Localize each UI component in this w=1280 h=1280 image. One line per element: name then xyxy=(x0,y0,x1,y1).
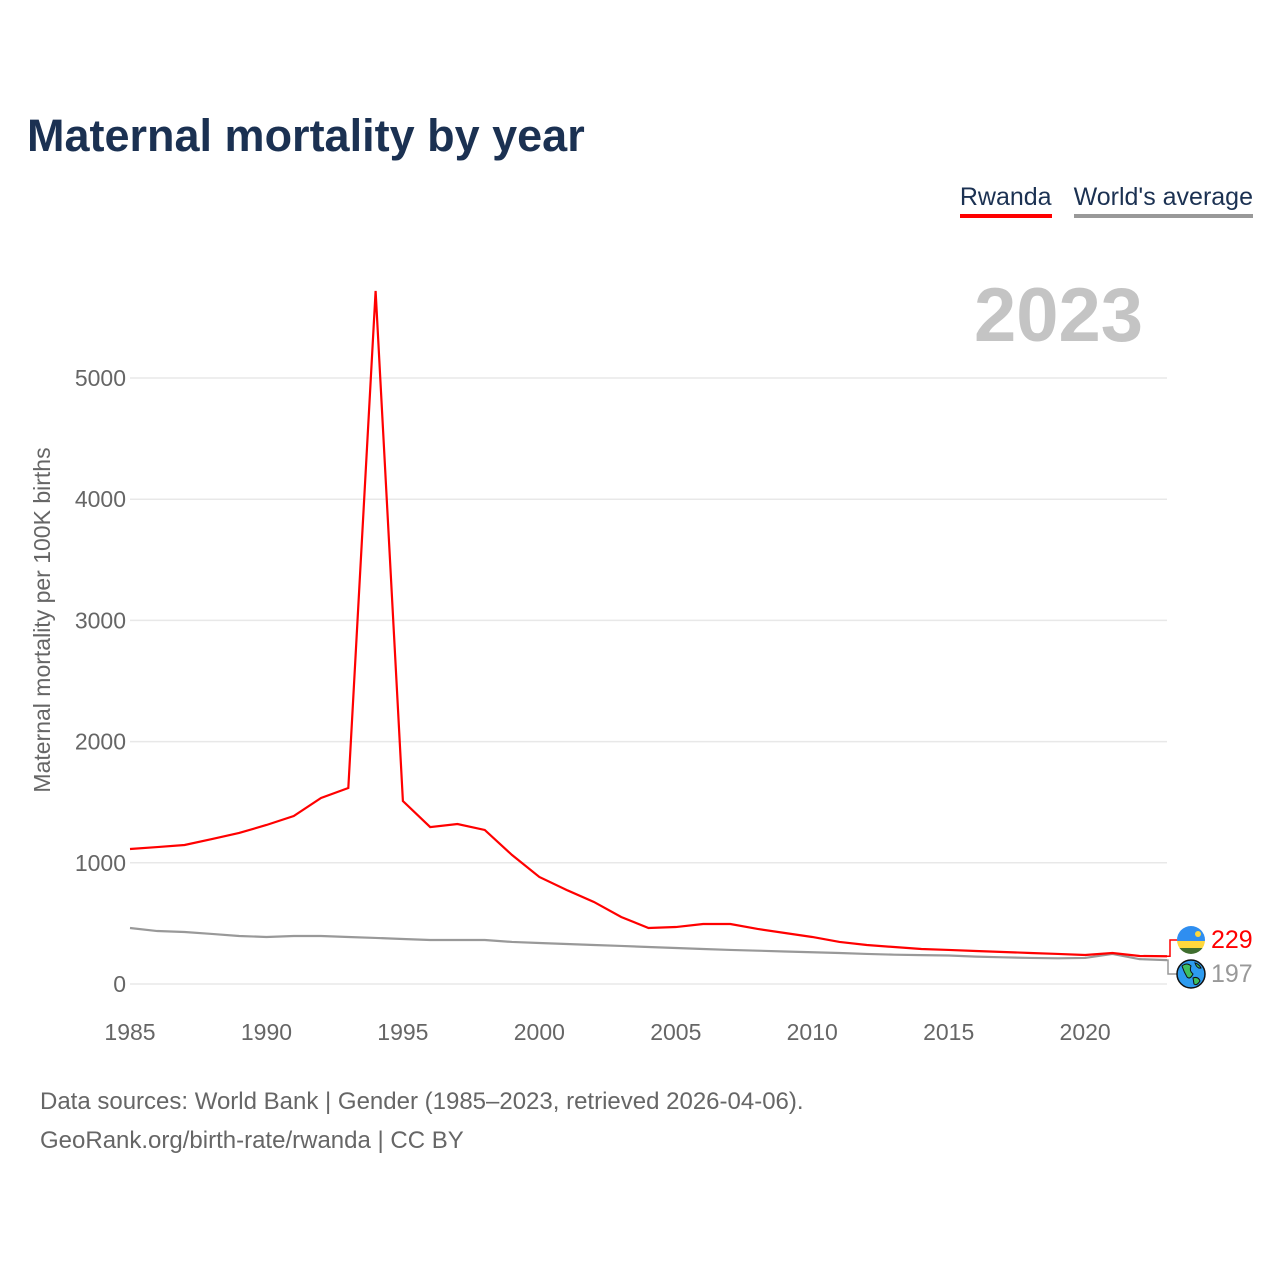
rwanda-flag-icon xyxy=(1177,926,1205,954)
y-tick-label: 0 xyxy=(113,971,126,997)
x-tick-label: 2000 xyxy=(514,1019,565,1045)
x-tick-label: 2020 xyxy=(1060,1019,1111,1045)
chart-title: Maternal mortality by year xyxy=(27,110,585,161)
x-tick-label: 1990 xyxy=(241,1019,292,1045)
legend-world[interactable]: World's average xyxy=(1073,183,1253,218)
world-connector xyxy=(1167,959,1177,975)
end-labels: 229 197 xyxy=(1176,926,1253,989)
x-tick-label: 2010 xyxy=(787,1019,838,1045)
series-line-rwanda xyxy=(129,290,1168,958)
source-line-2[interactable]: GeoRank.org/birth-rate/rwanda | CC BY xyxy=(40,1127,464,1154)
x-tick-label: 2005 xyxy=(650,1019,701,1045)
y-tick-label: 5000 xyxy=(75,365,126,391)
x-tick-label: 2015 xyxy=(923,1019,974,1045)
y-tick-label: 4000 xyxy=(75,486,126,512)
x-tick-label: 1995 xyxy=(377,1019,428,1045)
y-tick-label: 3000 xyxy=(75,607,126,633)
legend-rwanda[interactable]: Rwanda xyxy=(959,183,1052,218)
year-label: 2023 xyxy=(974,273,1144,358)
globe-icon xyxy=(1176,959,1206,989)
series-line-world xyxy=(129,926,1168,962)
x-tick-label: 1985 xyxy=(104,1019,155,1045)
source-line-1: Data sources: World Bank | Gender (1985–… xyxy=(40,1088,804,1115)
legend: Rwanda World's average xyxy=(959,183,1253,218)
rwanda-end-value: 229 xyxy=(1211,926,1253,954)
world-end-value: 197 xyxy=(1211,960,1253,988)
rwanda-connector xyxy=(1167,939,1177,957)
y-tick-label: 1000 xyxy=(75,850,126,876)
y-axis-label: Maternal mortality per 100K births xyxy=(29,447,55,792)
y-tick-label: 2000 xyxy=(75,729,126,755)
